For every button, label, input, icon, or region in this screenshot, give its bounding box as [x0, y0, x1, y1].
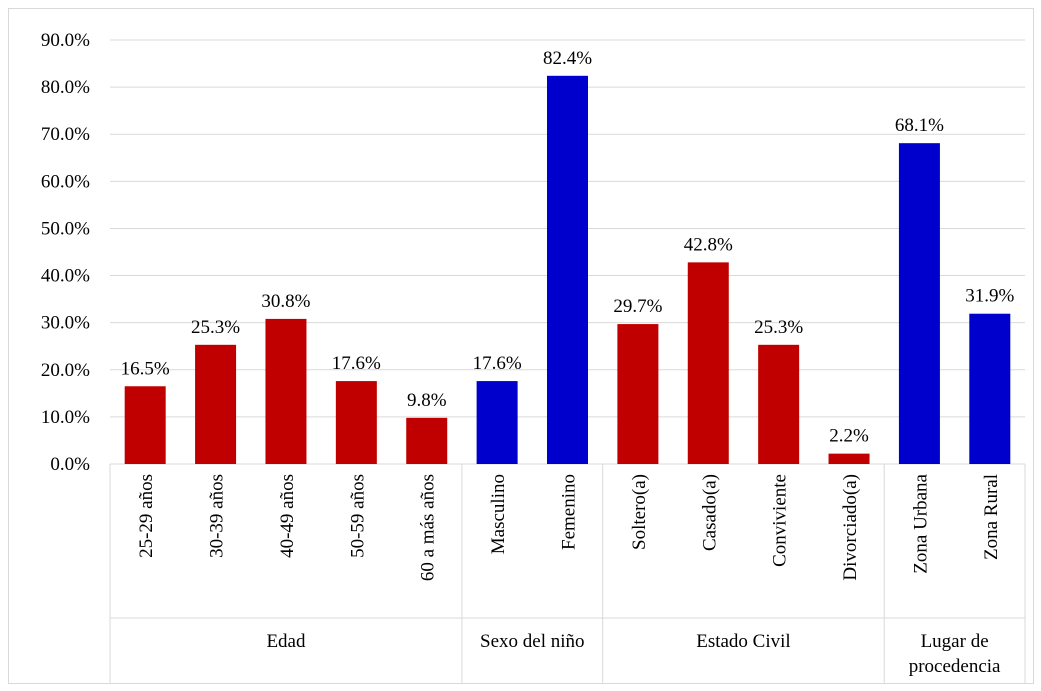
data-label: 17.6% [332, 353, 381, 374]
data-label: 82.4% [543, 48, 592, 69]
group-label: procedencia [909, 656, 1001, 677]
category-label: 40-49 años [277, 474, 298, 558]
category-label: Femenino [559, 474, 580, 550]
y-tick-label: 10.0% [41, 407, 90, 428]
bar [195, 344, 237, 464]
bar [617, 324, 659, 464]
y-tick-label: 20.0% [41, 360, 90, 381]
data-label: 9.8% [407, 390, 447, 411]
data-label: 25.3% [191, 317, 240, 338]
data-label: 31.9% [965, 286, 1014, 307]
bar [828, 453, 870, 464]
bar [476, 381, 518, 464]
y-tick-label: 50.0% [41, 218, 90, 239]
data-label: 2.2% [829, 426, 869, 447]
group-label: Lugar de [921, 631, 989, 652]
category-label: Conviviente [770, 474, 791, 567]
bar [547, 75, 588, 464]
y-tick-label: 90.0% [41, 30, 90, 51]
data-label: 42.8% [684, 234, 733, 255]
category-label: Zona Urbana [910, 473, 931, 573]
category-label: 60 a más años [418, 474, 439, 581]
category-label: Casado(a) [699, 474, 720, 551]
bar [124, 386, 166, 464]
data-label: 17.6% [473, 353, 522, 374]
category-label: 25-29 años [136, 474, 157, 558]
category-label: Soltero(a) [629, 474, 650, 550]
category-label: Masculino [488, 474, 509, 554]
data-label: 68.1% [895, 115, 944, 136]
y-tick-label: 40.0% [41, 266, 90, 287]
data-label: 16.5% [121, 358, 170, 379]
bar [758, 344, 800, 464]
bar [406, 417, 448, 464]
bar [898, 143, 940, 464]
y-tick-label: 80.0% [41, 77, 90, 98]
bar [335, 381, 377, 464]
bar [687, 262, 729, 464]
group-label: Estado Civil [696, 631, 790, 652]
category-label: Zona Rural [981, 474, 1002, 560]
category-label: 50-59 años [347, 474, 368, 558]
y-tick-label: 60.0% [41, 171, 90, 192]
bar [265, 318, 307, 464]
bar [969, 313, 1011, 464]
y-tick-label: 70.0% [41, 124, 90, 145]
data-label: 29.7% [613, 296, 662, 317]
data-label: 30.8% [261, 291, 310, 312]
category-label: 30-39 años [207, 474, 228, 558]
y-tick-label: 0.0% [50, 454, 90, 475]
group-label: Edad [266, 631, 306, 652]
y-tick-label: 30.0% [41, 313, 90, 334]
data-label: 25.3% [754, 317, 803, 338]
category-label: Divorciado(a) [840, 474, 861, 581]
chart-frame [8, 8, 1034, 684]
group-label: Sexo del niño [480, 631, 585, 652]
